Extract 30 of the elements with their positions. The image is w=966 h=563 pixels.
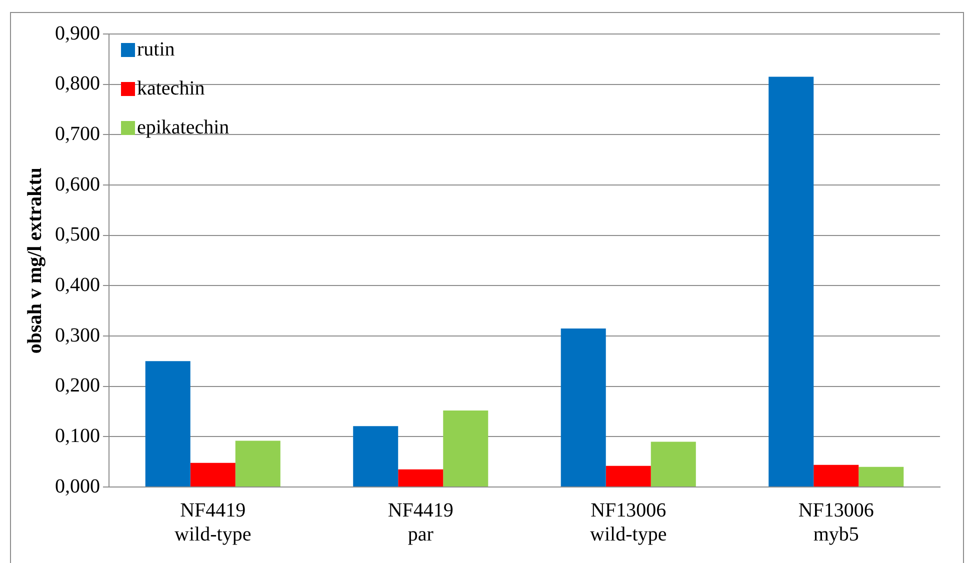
y-axis-title: obsah v mg/l extraktu xyxy=(24,167,46,354)
bar xyxy=(858,466,904,486)
y-tick-label: 0,300 xyxy=(55,324,100,346)
bar xyxy=(190,462,236,486)
bar xyxy=(560,328,606,486)
bar xyxy=(443,410,488,486)
bar xyxy=(768,76,814,486)
bar xyxy=(145,361,190,486)
y-tick-label: 0,800 xyxy=(55,72,100,95)
bar xyxy=(606,466,651,486)
y-tick-label: 0,200 xyxy=(55,374,100,397)
x-tick-label: NF4419 par xyxy=(388,499,454,546)
x-tick-label: NF4419 wild-type xyxy=(174,499,252,546)
y-tick-label: 0,500 xyxy=(55,224,100,246)
bar xyxy=(235,440,280,486)
bar xyxy=(353,426,398,486)
y-tick-label: 0,700 xyxy=(55,122,100,145)
y-tick-label: 0,100 xyxy=(55,424,100,447)
y-tick-label: 0,600 xyxy=(55,173,100,196)
x-tick-label: NF13006 wild-type xyxy=(590,499,667,546)
y-tick-label: 0,000 xyxy=(55,475,100,498)
x-tick-label: NF13006 myb5 xyxy=(798,499,874,546)
bar xyxy=(398,469,444,486)
legend-label: katechin xyxy=(137,77,205,100)
legend-label: epikatechin xyxy=(137,116,230,138)
legend-label: rutin xyxy=(137,38,175,60)
y-tick-label: 0,900 xyxy=(55,22,100,44)
y-tick-label: 0,400 xyxy=(55,274,100,296)
bar xyxy=(650,442,696,486)
bar xyxy=(814,464,859,486)
